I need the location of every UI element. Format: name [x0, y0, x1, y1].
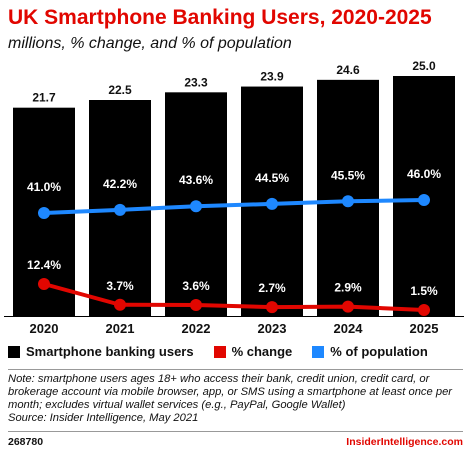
x-tick-label-2021: 2021 — [106, 321, 135, 336]
population-point-2020 — [38, 207, 50, 219]
source-text: Source: Insider Intelligence, May 2021 — [8, 412, 199, 424]
bar-value-label-2024: 24.6 — [336, 63, 360, 77]
change-label-2021: 3.7% — [106, 279, 134, 293]
footer-bar: 268780 InsiderIntelligence.com — [8, 436, 463, 448]
change-label-2024: 2.9% — [334, 281, 362, 295]
change-line — [43, 282, 425, 312]
legend-label-change: % change — [231, 344, 293, 359]
legend-item-population: % of population — [312, 344, 428, 359]
change-point-2021 — [114, 298, 126, 311]
bar-value-label-2021: 22.5 — [108, 83, 132, 97]
bar-value-label-2023: 23.9 — [260, 70, 284, 84]
divider-top — [8, 369, 463, 370]
chart-area: 21.7 22.5 23.3 23.9 24.6 25.0 2020 2021 2022 2023… — [4, 59, 464, 336]
x-tick-label-2020: 2020 — [30, 321, 59, 336]
change-label-2022: 3.6% — [182, 279, 210, 293]
legend-item-change: % change — [213, 344, 293, 359]
x-tick-label-2024: 2024 — [334, 321, 364, 336]
change-point-2023 — [266, 301, 278, 314]
population-label-2024: 45.5% — [331, 168, 365, 182]
brand-link: InsiderIntelligence.com — [346, 436, 463, 448]
change-point-2022 — [190, 298, 202, 311]
x-tick-label-2023: 2023 — [258, 321, 287, 336]
change-label-2023: 2.7% — [258, 281, 286, 295]
change-point-2025 — [418, 304, 430, 316]
population-point-2021 — [114, 203, 126, 216]
legend-swatch-users — [8, 345, 20, 358]
bar-value-label-2020: 21.7 — [32, 91, 56, 105]
bar-value-label-2025: 25.0 — [412, 59, 436, 73]
change-label-2020: 12.4% — [27, 258, 61, 272]
population-label-2025: 46.0% — [407, 167, 441, 181]
population-label-2020: 41.0% — [27, 180, 61, 194]
population-point-2023 — [266, 197, 278, 210]
footnote: Note: smartphone users ages 18+ who acce… — [8, 373, 466, 425]
chart-subtitle: millions, % change, and % of population — [8, 35, 292, 52]
legend-swatch-population — [312, 345, 325, 358]
population-label-2022: 43.6% — [179, 173, 213, 187]
population-label-2021: 42.2% — [103, 177, 137, 191]
chart-id: 268780 — [8, 436, 44, 448]
population-point-2024 — [342, 195, 354, 208]
population-point-2025 — [418, 194, 430, 206]
legend-swatch-change — [213, 345, 226, 358]
population-line — [43, 198, 425, 215]
legend-item-users: Smartphone banking users — [8, 344, 194, 359]
x-tick-label-2022: 2022 — [182, 321, 211, 336]
change-point-2024 — [342, 300, 354, 313]
bar-value-label-2022: 23.3 — [184, 75, 208, 89]
change-label-2025: 1.5% — [410, 284, 438, 298]
population-point-2022 — [190, 200, 202, 213]
chart-title: UK Smartphone Banking Users, 2020-2025 — [8, 6, 432, 29]
population-label-2023: 44.5% — [255, 171, 289, 185]
note-text: Note: smartphone users ages 18+ who acce… — [8, 373, 453, 411]
legend: Smartphone banking users % change % of p… — [8, 344, 468, 359]
change-point-2020 — [38, 278, 50, 290]
legend-label-users: Smartphone banking users — [26, 344, 194, 359]
x-tick-label-2025: 2025 — [410, 321, 439, 336]
divider-bottom — [8, 431, 463, 432]
legend-label-population: % of population — [330, 344, 428, 359]
